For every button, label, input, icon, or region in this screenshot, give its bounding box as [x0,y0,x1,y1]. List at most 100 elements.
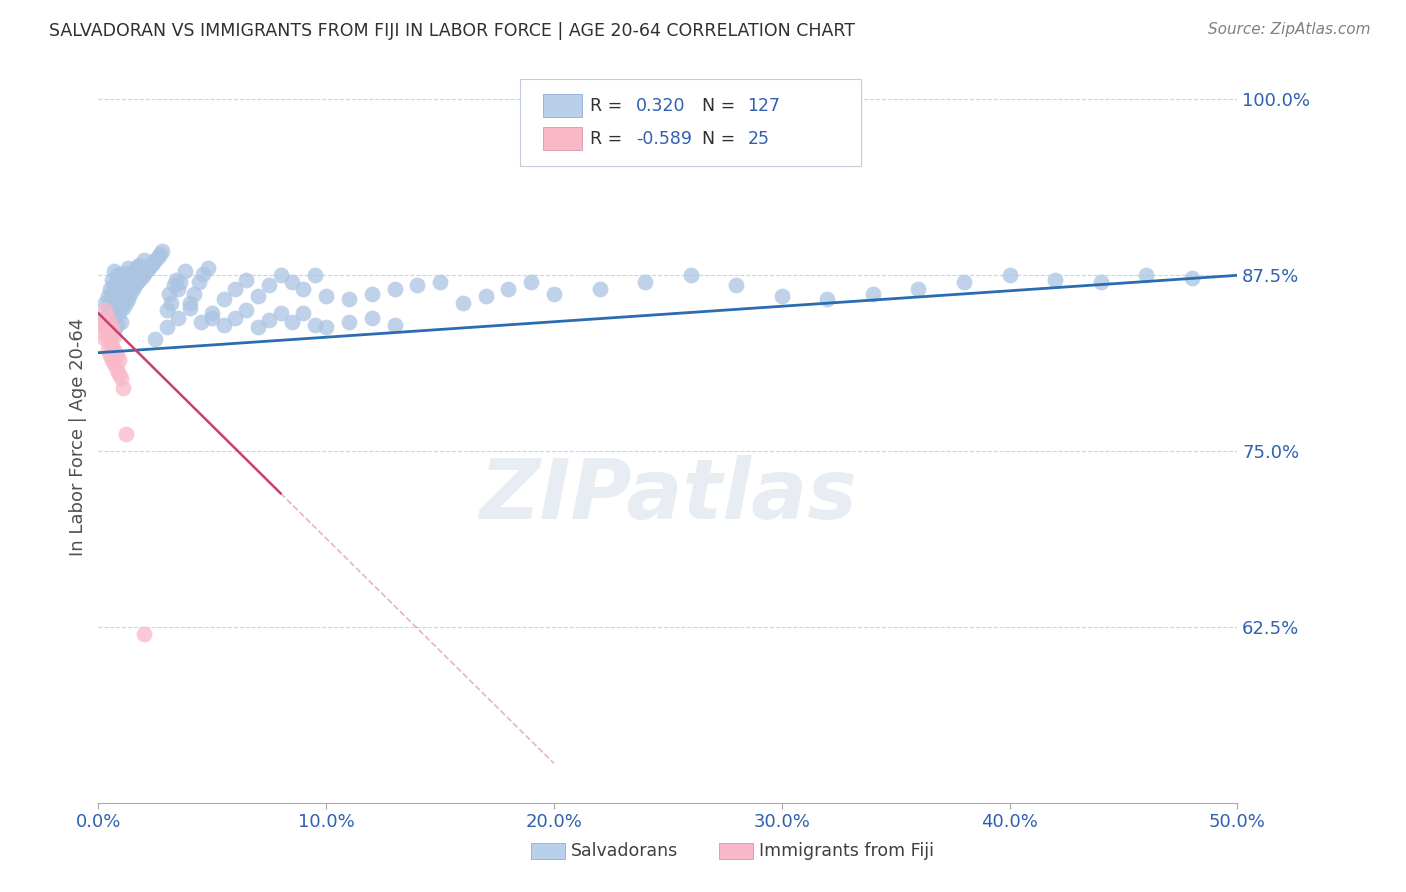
Point [235,303,257,318]
Point [132,627,155,641]
Point [998,268,1021,283]
Text: ZIPatlas: ZIPatlas [479,455,856,536]
Point [108,352,131,367]
Point [96,328,118,343]
FancyBboxPatch shape [520,78,862,167]
Point [679,268,702,283]
Text: Salvadorans: Salvadorans [571,842,678,860]
Point [103,328,125,343]
Point [101,339,124,353]
Point [384,318,406,332]
Point [132,267,155,281]
Point [160,296,183,310]
Point [157,286,180,301]
Point [103,343,125,357]
Point [162,278,184,293]
Point [112,284,135,298]
Point [187,276,209,290]
Point [117,292,139,306]
Point [139,259,162,273]
Point [101,352,124,367]
Point [179,296,201,310]
Point [953,276,976,290]
Point [105,318,128,332]
Point [96,310,118,325]
Point [120,271,142,285]
Point [94,296,117,310]
Point [105,268,128,283]
Point [110,315,132,329]
Point [108,367,131,381]
Point [105,349,128,363]
Point [128,259,150,273]
Point [103,278,125,293]
FancyBboxPatch shape [531,843,565,859]
Point [121,267,143,281]
Point [91,325,114,339]
Point [114,296,136,310]
Point [190,315,212,329]
Point [101,286,124,301]
Point [128,272,150,286]
Point [150,244,173,259]
Point [634,276,657,290]
Text: SALVADORAN VS IMMIGRANTS FROM FIJI IN LABOR FORCE | AGE 20-64 CORRELATION CHART: SALVADORAN VS IMMIGRANTS FROM FIJI IN LA… [49,22,855,40]
Text: 127: 127 [748,96,780,115]
Point [96,325,118,339]
Point [235,272,257,286]
Point [1135,268,1157,283]
Text: 25: 25 [748,129,769,148]
Point [156,320,179,334]
Point [101,320,124,334]
Point [101,272,124,286]
Point [114,427,136,442]
Point [337,315,360,329]
Point [520,276,543,290]
Point [108,289,131,303]
Point [406,278,429,293]
Point [94,303,117,318]
Point [165,272,187,286]
Point [94,318,117,332]
Point [120,286,142,301]
Point [270,306,292,320]
Point [96,306,118,320]
Y-axis label: In Labor Force | Age 20-64: In Labor Force | Age 20-64 [69,318,87,557]
Point [270,268,292,283]
Point [167,310,190,325]
Point [98,349,121,363]
Point [110,282,132,296]
Point [94,310,117,325]
Point [1090,276,1112,290]
Point [114,266,136,280]
Point [105,301,128,315]
Point [98,315,121,329]
Point [124,262,146,277]
Text: Immigrants from Fiji: Immigrants from Fiji [759,842,934,860]
Point [131,269,153,284]
Point [1043,272,1066,286]
Point [179,301,201,315]
Point [103,357,125,371]
Point [193,267,215,281]
Point [862,286,884,301]
Point [110,267,132,281]
Point [112,301,135,315]
Text: N =: N = [702,96,735,115]
Text: R =: R = [591,96,623,115]
Point [212,292,235,306]
Point [246,320,269,334]
Point [101,303,124,318]
Point [167,282,190,296]
Point [94,332,117,346]
Point [117,261,139,276]
Point [304,268,326,283]
Point [543,286,565,301]
Point [101,320,124,334]
Point [145,252,167,267]
Point [224,282,246,296]
Point [197,261,219,276]
Point [292,282,315,296]
Point [103,325,125,339]
Point [304,318,326,332]
